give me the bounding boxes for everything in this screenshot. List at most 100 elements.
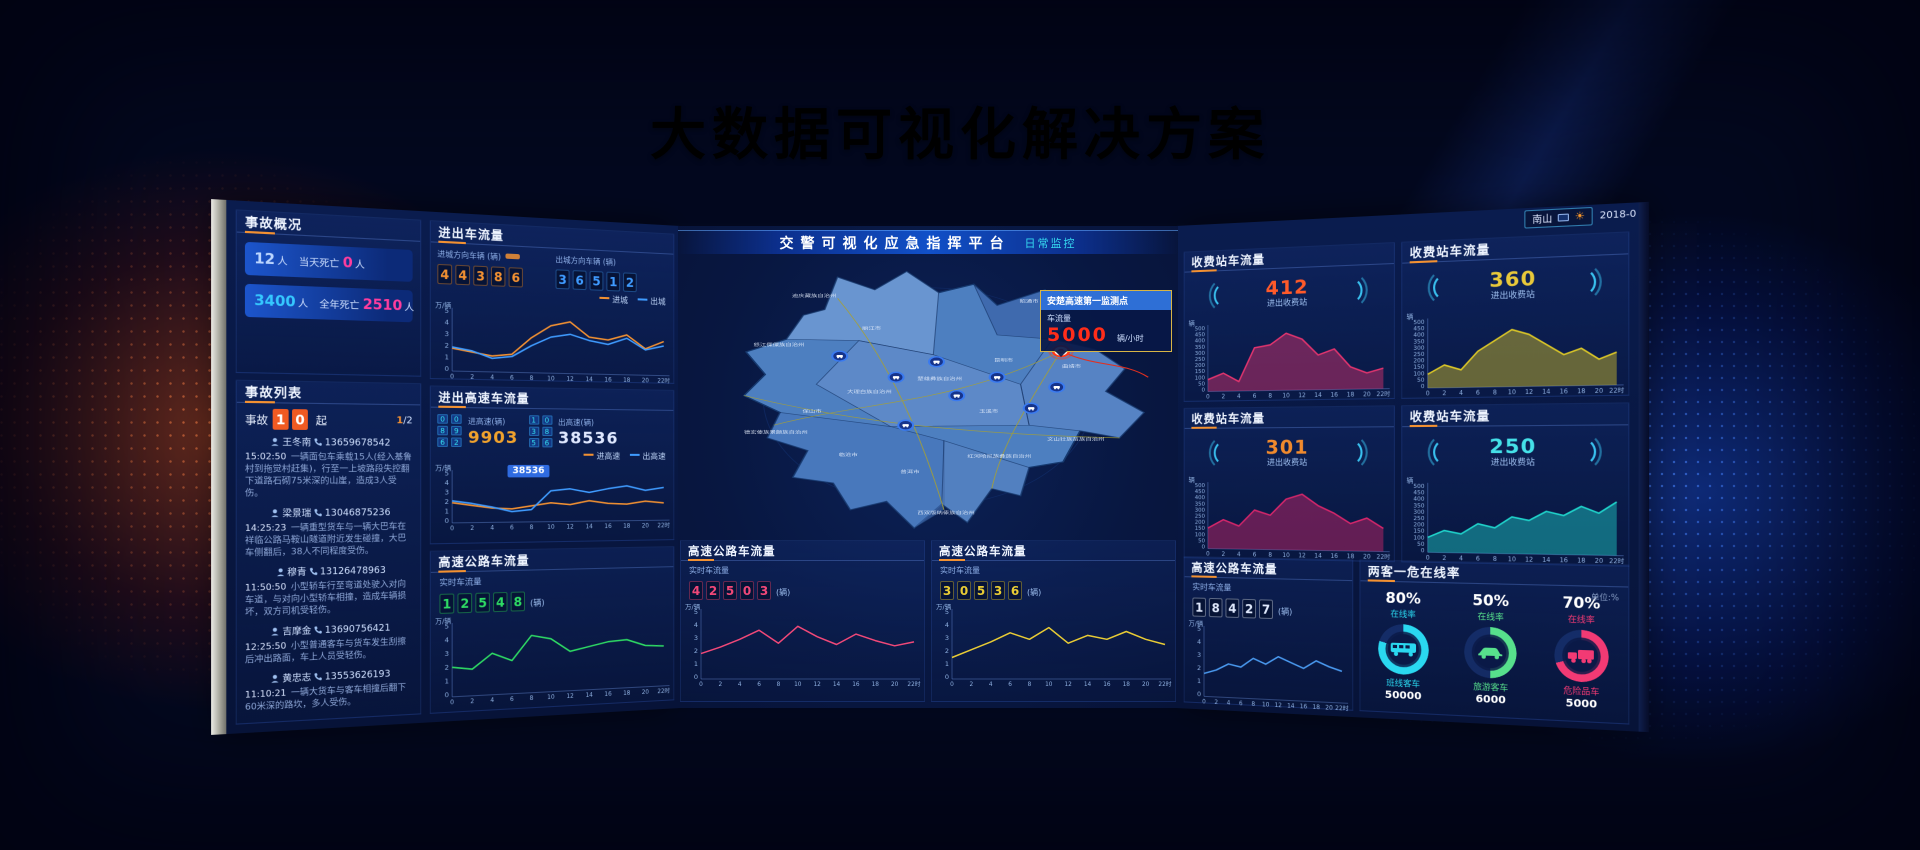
monitor-marker[interactable]	[928, 356, 946, 368]
accident-name: 梁景瑞	[282, 508, 312, 520]
legend-item: 进高速	[583, 451, 620, 462]
svg-text:4: 4	[1227, 700, 1231, 707]
svg-text:14: 14	[586, 524, 594, 531]
accident-phone: 13046875236	[324, 507, 391, 520]
accident-time: 11:10:21	[244, 688, 287, 701]
online-rate-gauge-truck[interactable]: 70% 在线率 危险品车 5000	[1536, 594, 1628, 712]
svg-text:5: 5	[694, 608, 698, 616]
region-label: 丽江市	[862, 325, 882, 331]
gauge-ring	[1554, 629, 1609, 684]
toll-count-badge: 301 进出收费站	[1185, 429, 1394, 475]
truck-icon	[1567, 649, 1594, 664]
region-shade	[815, 340, 1030, 427]
svg-text:4: 4	[445, 479, 449, 487]
svg-text:16: 16	[604, 377, 612, 384]
region-label: 昭通市	[1020, 298, 1040, 304]
svg-text:4: 4	[945, 621, 949, 629]
svg-text:4: 4	[445, 637, 449, 645]
monitor-marker[interactable]	[831, 350, 849, 362]
mode-button[interactable]: 日常监控	[1024, 236, 1077, 250]
realtime-label: 实时车流量	[689, 566, 729, 575]
svg-text:350: 350	[1195, 501, 1205, 507]
svg-text:10: 10	[794, 682, 802, 688]
svg-text:4: 4	[989, 682, 993, 688]
digit-box: 3	[473, 265, 488, 287]
region-label: 迪庆藏族自治州	[792, 292, 837, 298]
highway-out-value: 出高速(辆) 38536	[558, 416, 618, 447]
accident-list-item[interactable]: 王冬南 13659678542 15:02:50 一辆面包车乘载15人(经入基鲁村到拖…	[245, 435, 413, 499]
accident-list-item[interactable]: 梁景瑞 13046875236 14:25:23 一辆重型货车与一辆大巴车在祥临公路马…	[245, 505, 413, 558]
accident-description: 11:10:21 一辆大货车与客车相撞后翻下60米深的路坎，多人受伤。	[244, 682, 407, 713]
tooltip-unit: 辆/小时	[1116, 334, 1144, 343]
svg-text:2: 2	[970, 682, 974, 688]
svg-text:辆: 辆	[1189, 319, 1195, 328]
svg-text:8: 8	[1028, 682, 1032, 688]
accident-list-item[interactable]: 穆青 13126478963 11:50:50 小型轿车行至弯道处驶入对向车道，与对向…	[245, 563, 413, 619]
accident-list-item[interactable]: 吉摩金 13690756421 12:25:50 小型普通客车与货车发生刮擦后冲出路面…	[245, 621, 413, 667]
panel-title: 收费站车流量	[1184, 406, 1394, 429]
svg-text:2: 2	[1442, 391, 1446, 398]
svg-text:0: 0	[1421, 384, 1425, 391]
svg-text:22时: 22时	[1158, 680, 1171, 688]
monitor-marker[interactable]	[1048, 381, 1066, 393]
panel-title: 进出高速车流量	[430, 386, 674, 411]
digit-box: 6	[1008, 581, 1022, 600]
online-rate-gauge-car[interactable]: 50% 在线率 旅游客车 6000	[1447, 592, 1536, 708]
monitor-marker[interactable]	[988, 371, 1006, 383]
svg-text:2: 2	[445, 498, 449, 506]
svg-text:6: 6	[757, 682, 761, 688]
highway-out-label: 出高速(辆)	[558, 417, 594, 427]
svg-text:3: 3	[1197, 652, 1201, 660]
alert-road-segment	[1060, 350, 1149, 378]
svg-text:18: 18	[1577, 389, 1586, 396]
legend-item: 出高速	[629, 451, 666, 462]
monitor-marker[interactable]	[887, 371, 905, 383]
monitor-marker[interactable]	[897, 419, 915, 431]
digit-box: 3	[555, 269, 570, 290]
svg-text:2: 2	[445, 664, 449, 672]
toll-count-label: 进出收费站	[1490, 457, 1535, 468]
realtime-traffic-panel-3: 高速公路车流量 实时车流量 3 0 5 3 6 (辆) 万/辆 5 4 3 2 1 0 0 2 4 6 8 10 12 14…	[931, 540, 1176, 702]
svg-text:10: 10	[547, 376, 555, 383]
svg-text:6: 6	[510, 525, 514, 532]
svg-text:4: 4	[1459, 390, 1464, 397]
weather-widget[interactable]: 南山 ☀ 2018-0	[1524, 205, 1636, 229]
svg-text:14: 14	[586, 692, 594, 699]
svg-text:0: 0	[445, 365, 449, 373]
pagination[interactable]: 1/2	[396, 415, 412, 426]
monitor-marker[interactable]	[1022, 402, 1040, 414]
gauge-label: 在线率	[1567, 614, 1595, 625]
toll-area-chart: 辆 500 450 400 350 300 250 200 150 100 50 0 0 2 4 6 8 10 12…	[1187, 312, 1392, 401]
digit-box: 2	[1242, 598, 1257, 619]
digit-box: 2	[623, 272, 637, 293]
svg-text:8: 8	[1268, 393, 1272, 399]
svg-text:10: 10	[1262, 702, 1270, 709]
digits-unit: (辆)	[530, 598, 545, 608]
realtime-traffic-panel-4: 高速公路车流量 实时车流量 1 8 4 2 7 (辆) 万/辆 5 4 3 2 1 0 0 2 4 6 8 10 12 14…	[1183, 556, 1354, 713]
svg-text:350: 350	[1195, 344, 1205, 351]
svg-text:0: 0	[1421, 548, 1425, 555]
svg-text:2: 2	[470, 699, 474, 706]
accident-list-item[interactable]: 黄忠志 13553626193 11:10:21 一辆大货车与客车相撞后翻下60米深的…	[245, 666, 413, 713]
svg-text:16: 16	[1330, 392, 1338, 399]
region-label: 红河哈尼族彝族自治州	[967, 453, 1031, 459]
svg-text:18: 18	[623, 523, 631, 530]
svg-text:300: 300	[1195, 507, 1205, 513]
online-rate-gauge-bus[interactable]: 80% 在线率 班线客车 50000	[1360, 590, 1446, 704]
monitor-marker[interactable]	[948, 389, 966, 402]
toll-count-badge: 250 进出收费站	[1402, 428, 1628, 476]
svg-text:8: 8	[1493, 390, 1498, 397]
phone-icon	[314, 509, 322, 517]
svg-text:500: 500	[1195, 326, 1205, 333]
unit: 人	[404, 302, 415, 314]
user-icon	[271, 675, 280, 684]
toll-station-panel-3: 收费站车流量 301 进出收费站辆 500 450 400 350 300 250 200 150 1…	[1183, 405, 1395, 563]
